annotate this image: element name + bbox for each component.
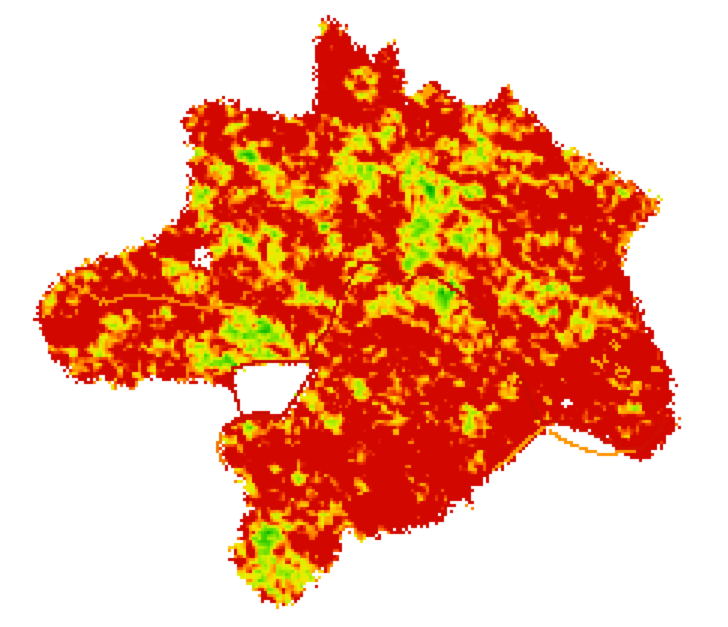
map-canvas-container: [0, 0, 728, 627]
ndvi-raster-map-image: [0, 0, 728, 627]
